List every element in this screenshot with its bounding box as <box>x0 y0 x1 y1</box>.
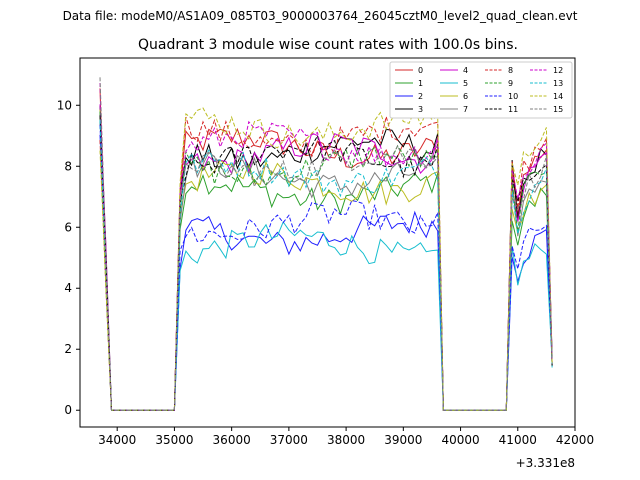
x-axis: 34000 35000 36000 37000 38000 39000 40000 41000… <box>98 427 594 447</box>
x-tick-label: 42000 <box>556 433 594 447</box>
legend-label-3: 3 <box>418 105 423 114</box>
legend-frame <box>389 61 573 119</box>
x-tick-label: 41000 <box>499 433 537 447</box>
x-tick-label: 34000 <box>98 433 136 447</box>
series-line-5 <box>99 118 553 411</box>
x-tick-label: 37000 <box>270 433 308 447</box>
x-tick-label: 35000 <box>155 433 193 447</box>
series-line-2 <box>99 134 553 411</box>
series-line-6 <box>99 109 553 411</box>
legend-label-9: 9 <box>508 79 513 88</box>
x-offset-label: +3.331e8 <box>516 456 575 470</box>
legend-label-6: 6 <box>463 92 468 101</box>
series-line-7 <box>99 115 553 411</box>
series-line-1 <box>99 116 553 411</box>
x-tick-label: 38000 <box>327 433 365 447</box>
legend-label-13: 13 <box>553 79 563 88</box>
chart-title: Quadrant 3 module wise count rates with … <box>138 37 518 53</box>
series-line-10 <box>99 124 553 411</box>
y-tick-label: 10 <box>57 98 72 112</box>
legend-label-4: 4 <box>463 66 468 75</box>
series-line-15 <box>99 77 553 411</box>
x-tick-label: 40000 <box>441 433 479 447</box>
legend-label-5: 5 <box>463 79 468 88</box>
legend-label-11: 11 <box>508 105 518 114</box>
y-axis: 0 2 4 6 8 10 <box>57 98 80 417</box>
legend-label-14: 14 <box>553 92 563 101</box>
plot-lines <box>99 77 553 411</box>
plot-frame <box>79 57 576 428</box>
series-line-12 <box>99 82 553 411</box>
y-tick-label: 8 <box>64 159 72 173</box>
series-line-9 <box>99 111 553 411</box>
chart-suptitle: Data file: modeM0/AS1A09_085T03_90000037… <box>63 9 578 23</box>
y-tick-label: 6 <box>64 220 72 234</box>
legend-label-1: 1 <box>418 79 423 88</box>
legend-label-8: 8 <box>508 66 513 75</box>
series-line-13 <box>99 120 553 411</box>
y-tick-label: 0 <box>64 403 72 417</box>
legend-label-7: 7 <box>463 105 468 114</box>
legend-label-2: 2 <box>418 92 423 101</box>
legend-label-0: 0 <box>418 66 423 75</box>
series-line-0 <box>99 88 553 411</box>
y-tick-label: 2 <box>64 342 72 356</box>
x-tick-label: 36000 <box>213 433 251 447</box>
y-tick-label: 4 <box>64 281 72 295</box>
x-tick-label: 39000 <box>384 433 422 447</box>
legend-label-12: 12 <box>553 66 563 75</box>
series-line-8 <box>99 116 553 411</box>
legend-label-10: 10 <box>508 92 518 101</box>
legend-label-15: 15 <box>553 105 563 114</box>
